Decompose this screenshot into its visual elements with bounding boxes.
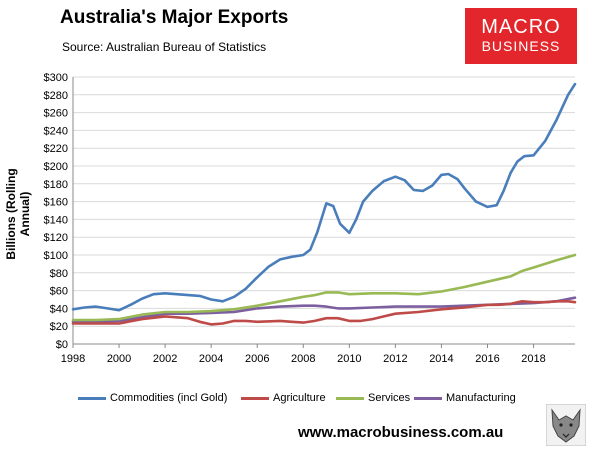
legend-swatch-services xyxy=(336,396,364,400)
logo-line-2: BUSINESS xyxy=(481,38,561,54)
series-line-agriculture xyxy=(71,299,577,326)
logo-line-1: MACRO xyxy=(481,16,561,38)
y-tick-label: $240 xyxy=(44,125,68,137)
legend-item-services: Services xyxy=(336,392,410,404)
y-tick-label: $80 xyxy=(50,268,68,280)
y-tick-label: $140 xyxy=(44,214,68,226)
y-tick-label: $220 xyxy=(44,143,68,155)
y-tick-label: $0 xyxy=(56,339,68,351)
x-tick-label: 2012 xyxy=(383,353,407,365)
x-tick-label: 2004 xyxy=(199,353,223,365)
y-tick-label: $200 xyxy=(44,161,68,173)
legend-label-services: Services xyxy=(368,392,411,404)
y-tick-label: $280 xyxy=(44,90,68,102)
legend-swatch-commodities xyxy=(78,396,106,400)
y-tick-label: $100 xyxy=(44,250,68,262)
series-line-services xyxy=(71,253,577,322)
chart-title: Australia's Major Exports xyxy=(60,7,289,28)
source-note: Source: Australian Bureau of Statistics xyxy=(62,40,267,54)
x-tick-label: 2010 xyxy=(337,353,361,365)
legend-label-manufacturing: Manufacturing xyxy=(446,392,516,404)
legend-item-agriculture: Agriculture xyxy=(241,392,326,404)
website-url: www.macrobusiness.com.au xyxy=(298,424,504,441)
wolf-logo-icon xyxy=(546,404,586,446)
legend-label-agriculture: Agriculture xyxy=(273,392,326,404)
y-tick-label: $40 xyxy=(50,303,68,315)
x-tick-label: 2018 xyxy=(521,353,545,365)
x-tick-label: 2002 xyxy=(153,353,177,365)
legend-item-commodities: Commodities (incl Gold) xyxy=(78,392,227,404)
x-tick-label: 2016 xyxy=(475,353,499,365)
y-tick-label: $300 xyxy=(44,72,68,84)
y-tick-label: $260 xyxy=(44,108,68,120)
y-tick-label: $60 xyxy=(50,286,68,298)
series-line-commodities xyxy=(71,82,577,312)
legend-label-commodities: Commodities (incl Gold) xyxy=(110,392,228,404)
y-tick-label: $20 xyxy=(50,321,68,333)
y-tick-label: $180 xyxy=(44,179,68,191)
macrobusiness-logo: MACRO BUSINESS xyxy=(465,8,577,64)
y-tick-label: $120 xyxy=(44,232,68,244)
y-tick-label: $160 xyxy=(44,197,68,209)
x-tick-label: 2000 xyxy=(107,353,131,365)
x-tick-label: 2006 xyxy=(245,353,269,365)
x-tick-label: 2014 xyxy=(429,353,453,365)
x-tick-label: 2008 xyxy=(291,353,315,365)
legend-swatch-manufacturing xyxy=(414,396,442,400)
x-tick-label: 1998 xyxy=(61,353,85,365)
legend-item-manufacturing: Manufacturing xyxy=(414,392,516,404)
legend-swatch-agriculture xyxy=(241,396,269,400)
